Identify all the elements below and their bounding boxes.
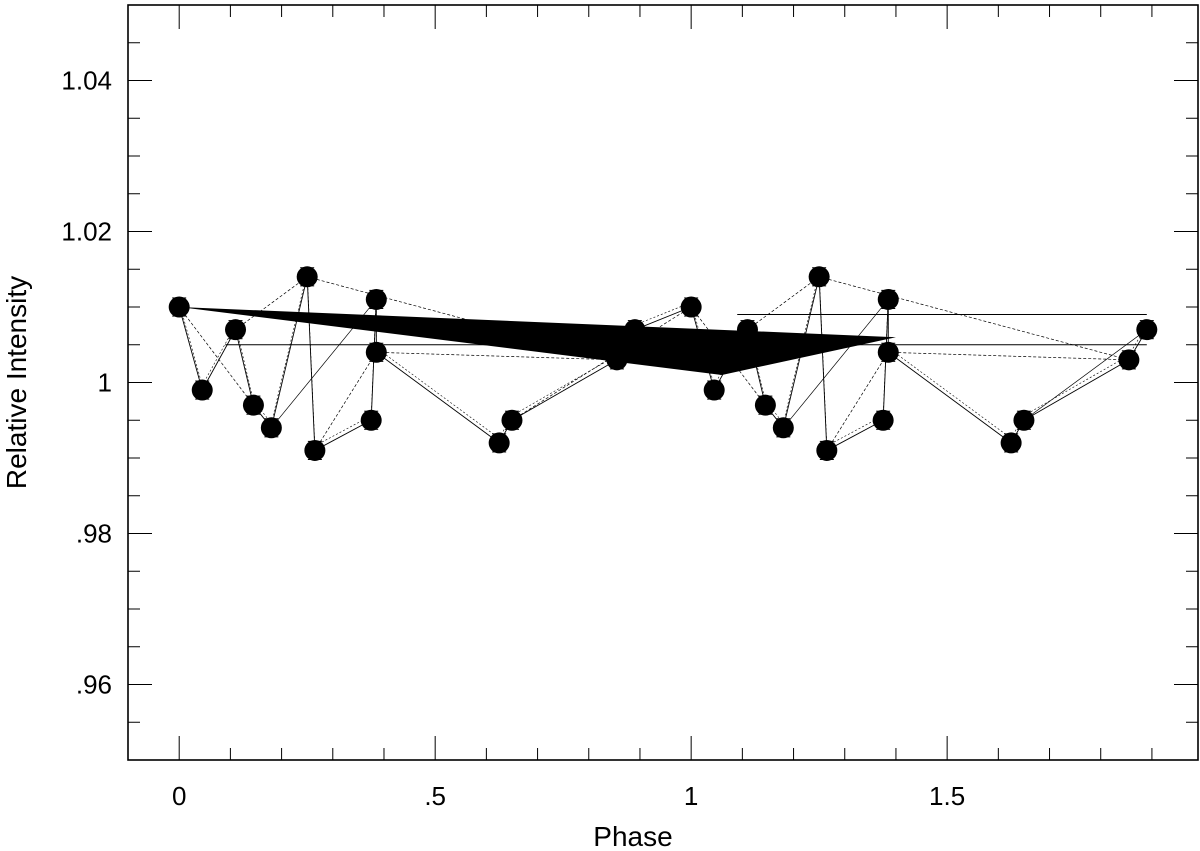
y-tick-label: .98 xyxy=(76,519,112,549)
connector-line-dashed xyxy=(818,272,828,446)
x-tick-label: 1.5 xyxy=(929,781,965,811)
x-tick-label: 1 xyxy=(684,781,698,811)
data-point xyxy=(624,319,646,341)
data-point xyxy=(606,349,628,371)
data-point xyxy=(488,432,510,454)
connector-line xyxy=(376,351,500,444)
connector-line xyxy=(314,352,377,451)
axis-ticks xyxy=(128,5,1198,760)
filled-wedge xyxy=(179,307,896,375)
data-point xyxy=(754,394,776,416)
connector-line-dashed xyxy=(1023,355,1130,416)
connector-line xyxy=(178,306,254,406)
y-tick-label: 1 xyxy=(98,368,112,398)
filled-wedge-layer xyxy=(179,307,896,375)
data-point xyxy=(872,409,894,431)
data-point xyxy=(736,319,758,341)
data-point xyxy=(191,379,213,401)
y-axis-title: Relative Intensity xyxy=(1,276,32,489)
data-point xyxy=(1013,409,1035,431)
connector-line xyxy=(1023,329,1148,421)
data-point xyxy=(304,439,326,461)
connector-line-dashed xyxy=(511,355,618,416)
y-tick-labels: .96 .98 1 1.02 1.04 xyxy=(61,66,112,700)
connector-line xyxy=(235,329,254,406)
connector-line-dashed xyxy=(888,347,1012,439)
data-point xyxy=(242,394,264,416)
data-point xyxy=(1118,349,1140,371)
connector-line xyxy=(887,351,1012,444)
connector-line xyxy=(826,419,884,451)
connector-line xyxy=(826,352,889,451)
connector-line-dashed xyxy=(306,272,316,446)
data-point xyxy=(808,266,830,288)
x-tick-labels: 0 .5 1 1.5 xyxy=(172,781,965,811)
data-point xyxy=(501,409,523,431)
connector-line xyxy=(783,299,889,429)
data-point xyxy=(1136,319,1158,341)
connector-line xyxy=(888,351,1129,361)
data-point xyxy=(365,341,387,363)
data-point xyxy=(877,341,899,363)
data-point xyxy=(680,296,702,318)
connector-line xyxy=(511,306,692,421)
x-tick-label: 0 xyxy=(172,781,186,811)
connector-line xyxy=(1023,359,1130,421)
data-point xyxy=(1000,432,1022,454)
connector-line xyxy=(314,419,372,451)
data-point xyxy=(225,319,247,341)
data-point xyxy=(772,417,794,439)
data-point xyxy=(877,288,899,310)
connector-line-dashed xyxy=(271,272,308,424)
plot-frame xyxy=(127,4,1199,761)
connector-line xyxy=(819,276,1129,361)
connector-line xyxy=(511,359,618,421)
connector-line xyxy=(376,351,617,361)
y-tick-label: 1.02 xyxy=(61,217,112,247)
data-point xyxy=(168,296,190,318)
data-markers xyxy=(168,266,1158,461)
y-tick-label: 1.04 xyxy=(61,66,112,96)
data-point xyxy=(365,288,387,310)
connector-line xyxy=(178,306,203,391)
y-tick-label: .96 xyxy=(76,670,112,700)
data-point xyxy=(260,417,282,439)
data-point xyxy=(703,379,725,401)
connector-line-dashed xyxy=(376,347,500,439)
x-tick-label: .5 xyxy=(424,781,446,811)
x-axis-title: Phase xyxy=(593,821,672,851)
data-point xyxy=(360,409,382,431)
data-point xyxy=(296,266,318,288)
connector-line xyxy=(270,276,308,428)
data-point xyxy=(816,439,838,461)
